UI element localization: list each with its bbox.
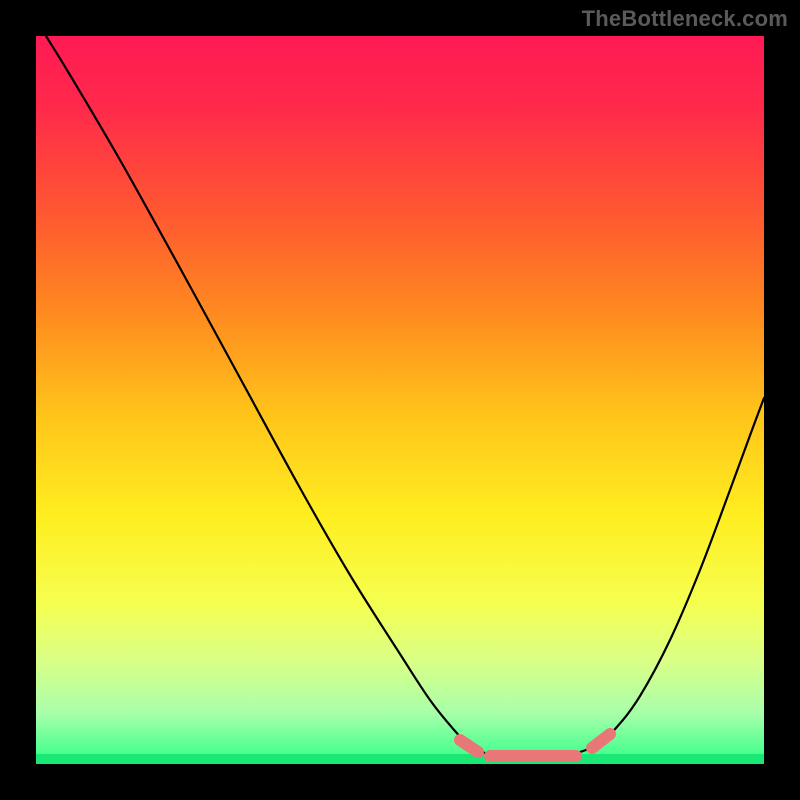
bottleneck-chart	[0, 0, 800, 800]
chart-frame: TheBottleneck.com	[0, 0, 800, 800]
green-bottom-strip	[36, 754, 764, 764]
